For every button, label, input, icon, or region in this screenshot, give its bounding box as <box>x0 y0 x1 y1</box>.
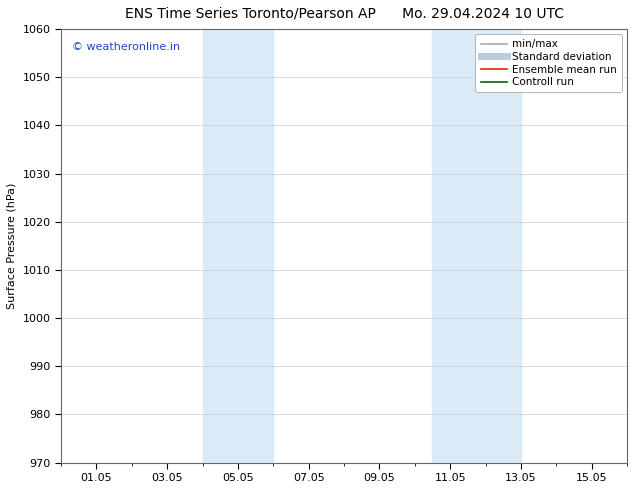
Title: ENS Time Series Toronto/Pearson AP      Mo. 29.04.2024 10 UTC: ENS Time Series Toronto/Pearson AP Mo. 2… <box>124 7 564 21</box>
Y-axis label: Surface Pressure (hPa): Surface Pressure (hPa) <box>7 183 17 309</box>
Text: © weatheronline.in: © weatheronline.in <box>72 42 181 52</box>
Legend: min/max, Standard deviation, Ensemble mean run, Controll run: min/max, Standard deviation, Ensemble me… <box>476 34 622 93</box>
Bar <box>432 29 521 463</box>
Bar <box>202 29 273 463</box>
